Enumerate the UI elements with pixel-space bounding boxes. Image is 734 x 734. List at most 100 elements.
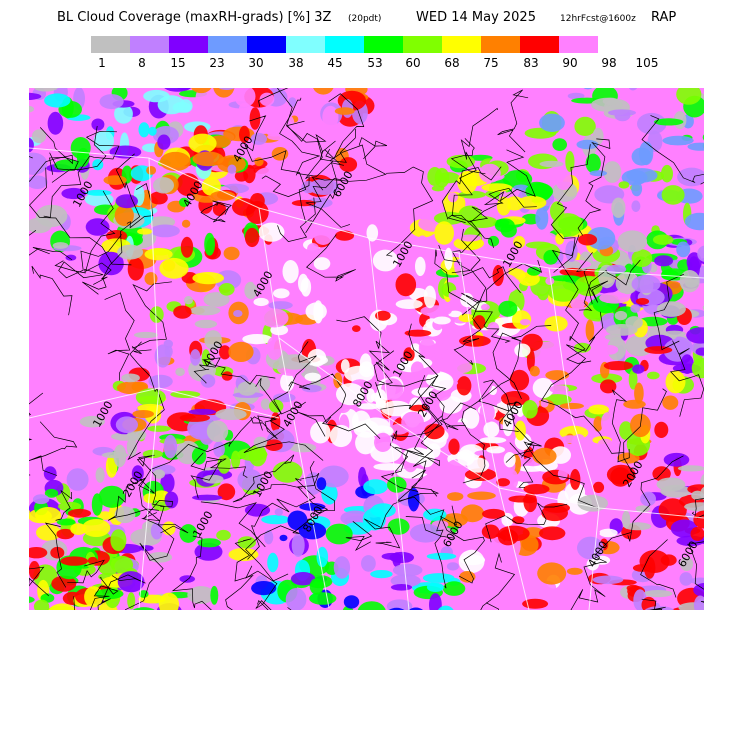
terrain-contour [497,89,529,153]
coverage-patch [178,99,193,113]
coverage-patch [446,562,459,571]
terrain-contour [43,130,120,218]
coverage-patch [514,420,526,441]
coverage-patch [304,372,321,382]
coverage-patch [597,438,614,450]
coverage-patch [539,113,565,132]
state-border [548,267,600,610]
coverage-patch [589,170,607,177]
terrain-contour [441,166,502,220]
coverage-patch [375,310,391,321]
coverage-patch [508,495,533,503]
coverage-patch [257,375,271,392]
color-legend [91,36,598,53]
coverage-patch [390,584,413,591]
coverage-patch [623,522,652,531]
coverage-patch [265,439,283,452]
coverage-patch [201,349,211,367]
coverage-patch [307,243,320,255]
coverage-patch [423,508,447,521]
coverage-patch [243,164,256,184]
coverage-patch [545,277,555,285]
coverage-patch [482,508,506,519]
terrain-contour [82,153,141,295]
legend-label: 30 [248,56,264,70]
coverage-patch [202,474,224,484]
coverage-patch [261,515,290,525]
coverage-patch [522,400,538,419]
coverage-patch [159,257,189,279]
terrain-contour [389,375,443,477]
title-forecast: 12hrFcst@1600z [560,14,636,24]
coverage-patch [114,506,136,524]
coverage-patch [234,88,256,107]
coverage-patch [603,361,634,371]
coverage-patch [251,263,265,287]
coverage-patch [409,404,428,412]
coverage-patch [131,381,149,392]
legend-label: 45 [327,56,343,70]
coverage-patch [179,524,198,543]
coverage-patch [335,230,355,241]
coverage-patch [532,447,557,465]
coverage-patch [188,133,217,154]
terrain-contour [438,244,521,294]
title-main: BL Cloud Coverage (maxRH-grads) [%] 3Z [57,10,332,25]
coverage-patch [483,421,500,438]
coverage-patch [336,383,365,406]
terrain-contour [627,455,684,542]
legend-swatch [520,36,559,53]
coverage-patch [517,195,547,210]
coverage-patch [447,492,464,501]
coverage-patch [484,571,510,584]
coverage-patch [29,152,48,175]
terrain-contour [29,474,50,597]
coverage-patch [561,435,580,444]
legend-swatch [286,36,325,53]
terrain-contour [244,115,307,197]
legend-swatch [208,36,247,53]
coverage-patch [630,304,641,313]
coverage-patch [423,285,436,309]
coverage-patch [467,491,496,500]
state-border [29,387,280,419]
cloud-coverage-map: 4000 6000 1000 4000 1000 4000 4000 1000 2000 1000… [29,88,704,610]
terrain-contour [653,273,685,351]
coverage-patch [500,391,530,406]
coverage-patch [404,329,432,337]
coverage-patch [34,88,58,92]
terrain-contour [447,107,498,223]
coverage-patch [661,164,673,183]
coverage-patch [242,334,273,345]
coverage-patch [127,257,144,281]
coverage-patch [473,315,486,330]
coverage-patch [459,335,491,347]
terrain-contour [309,460,335,515]
coverage-patch [693,583,704,598]
coverage-patch [591,97,623,112]
coverage-patch [322,105,339,129]
legend-label: 98 [601,56,617,70]
coverage-patch [191,447,207,465]
terrain-contour [225,538,254,610]
terrain-contour [396,469,456,539]
coverage-patch [127,592,136,610]
terrain-contour [687,514,704,603]
coverage-patch [264,530,274,545]
coverage-patch [148,126,157,136]
coverage-patch [498,525,530,542]
terrain-contour [89,576,119,610]
coverage-patch [192,272,224,285]
terrain-contour [193,357,276,385]
coverage-patch [195,88,212,111]
coverage-patch [217,155,246,173]
legend-swatch [247,36,286,53]
coverage-patch [393,263,412,276]
terrain-contour [623,388,667,478]
coverage-patch [442,581,466,596]
coverage-patch [219,345,231,360]
coverage-patch [695,347,704,356]
coverage-patch [566,567,583,575]
coverage-patch [132,410,154,418]
coverage-patch [498,300,518,317]
